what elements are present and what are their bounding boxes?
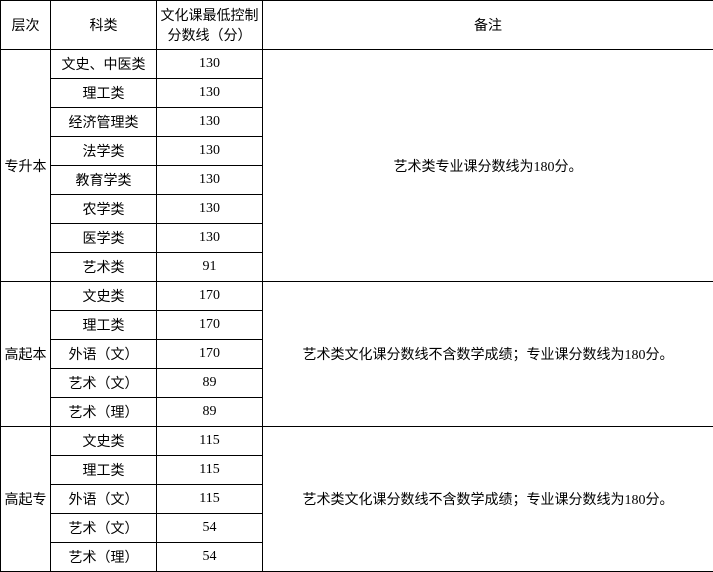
table-row: 专升本文史、中医类130艺术类专业课分数线为180分。 [1, 50, 713, 79]
subject-cell: 法学类 [51, 137, 157, 166]
score-cell: 130 [157, 108, 263, 137]
score-cell: 170 [157, 282, 263, 311]
score-cell: 115 [157, 485, 263, 514]
level-cell: 专升本 [1, 50, 51, 282]
table-row: 高起本文史类170艺术类文化课分数线不含数学成绩；专业课分数线为180分。 [1, 282, 713, 311]
score-cell: 130 [157, 79, 263, 108]
score-cell: 89 [157, 398, 263, 427]
score-cell: 130 [157, 195, 263, 224]
score-table: 层次 科类 文化课最低控制分数线（分） 备注 专升本文史、中医类130艺术类专业… [0, 0, 713, 572]
header-level: 层次 [1, 1, 51, 50]
level-cell: 高起专 [1, 427, 51, 572]
score-cell: 115 [157, 427, 263, 456]
subject-cell: 外语（文） [51, 485, 157, 514]
subject-cell: 艺术（理） [51, 398, 157, 427]
score-cell: 130 [157, 137, 263, 166]
score-cell: 54 [157, 543, 263, 572]
subject-cell: 经济管理类 [51, 108, 157, 137]
score-cell: 170 [157, 311, 263, 340]
header-score: 文化课最低控制分数线（分） [157, 1, 263, 50]
score-cell: 170 [157, 340, 263, 369]
score-cell: 130 [157, 166, 263, 195]
subject-cell: 医学类 [51, 224, 157, 253]
subject-cell: 教育学类 [51, 166, 157, 195]
subject-cell: 艺术（文） [51, 369, 157, 398]
remark-cell: 艺术类文化课分数线不含数学成绩；专业课分数线为180分。 [263, 282, 713, 427]
score-cell: 115 [157, 456, 263, 485]
header-subject: 科类 [51, 1, 157, 50]
subject-cell: 理工类 [51, 79, 157, 108]
subject-cell: 文史、中医类 [51, 50, 157, 79]
subject-cell: 理工类 [51, 456, 157, 485]
header-remark: 备注 [263, 1, 713, 50]
subject-cell: 艺术类 [51, 253, 157, 282]
remark-cell: 艺术类专业课分数线为180分。 [263, 50, 713, 282]
table-row: 高起专文史类115艺术类文化课分数线不含数学成绩；专业课分数线为180分。 [1, 427, 713, 456]
score-cell: 54 [157, 514, 263, 543]
score-cell: 89 [157, 369, 263, 398]
score-cell: 91 [157, 253, 263, 282]
remark-cell: 艺术类文化课分数线不含数学成绩；专业课分数线为180分。 [263, 427, 713, 572]
score-cell: 130 [157, 224, 263, 253]
subject-cell: 文史类 [51, 427, 157, 456]
subject-cell: 文史类 [51, 282, 157, 311]
subject-cell: 理工类 [51, 311, 157, 340]
subject-cell: 外语（文） [51, 340, 157, 369]
subject-cell: 艺术（理） [51, 543, 157, 572]
header-row: 层次 科类 文化课最低控制分数线（分） 备注 [1, 1, 713, 50]
score-cell: 130 [157, 50, 263, 79]
subject-cell: 艺术（文） [51, 514, 157, 543]
level-cell: 高起本 [1, 282, 51, 427]
subject-cell: 农学类 [51, 195, 157, 224]
